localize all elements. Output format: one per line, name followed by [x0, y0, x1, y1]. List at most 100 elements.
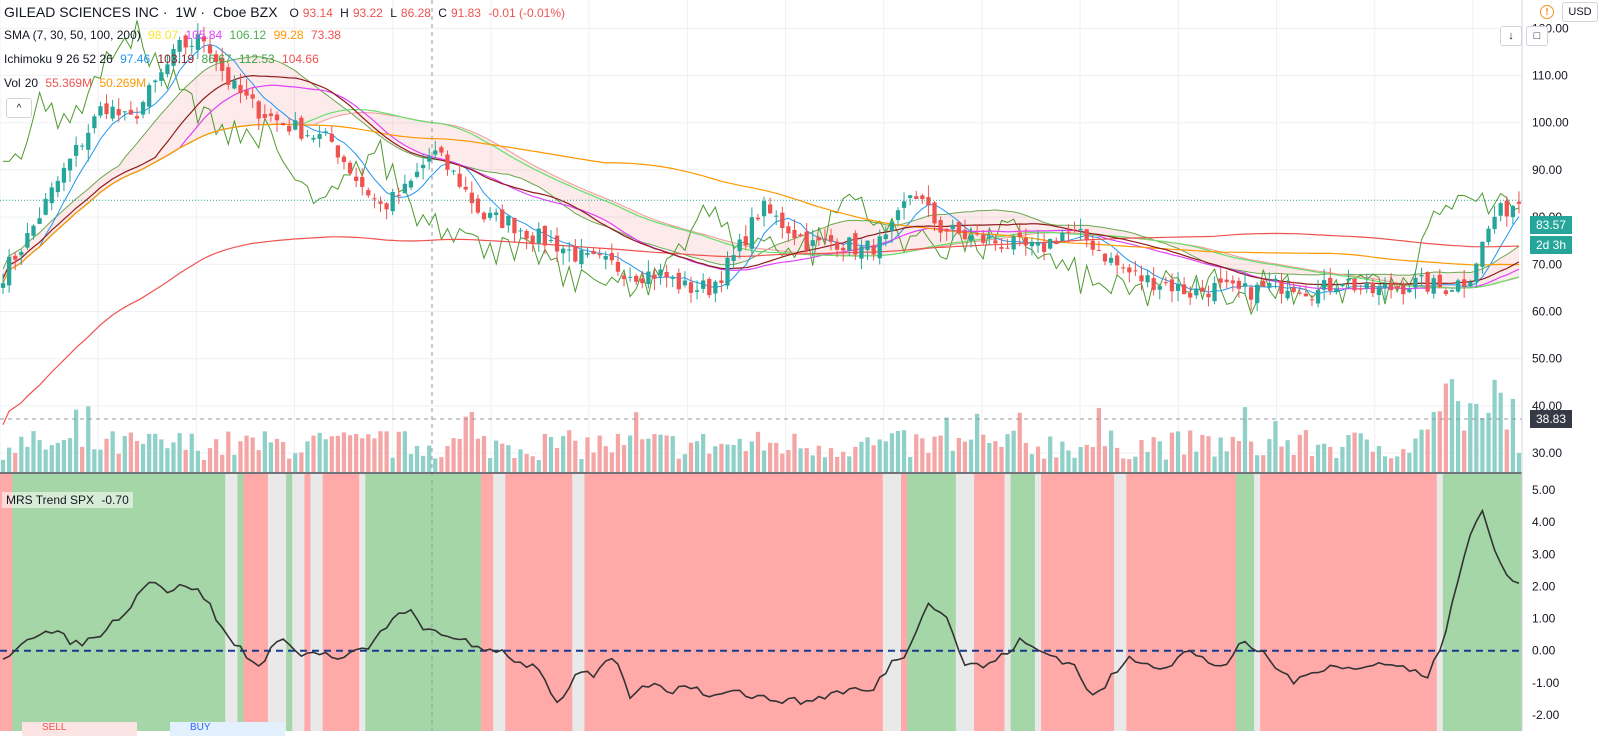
candle-body	[914, 196, 919, 200]
mrs-zone	[170, 474, 178, 731]
ichimoku-value: 86.67	[201, 52, 232, 66]
symbol-name[interactable]: GILEAD SCIENCES INC	[4, 4, 159, 20]
volume-bar	[177, 433, 182, 472]
mrs-zone	[54, 474, 62, 731]
mrs-zone	[1284, 474, 1292, 731]
ichimoku-legend[interactable]: Ichimoku 9 26 52 26 97.46 103.19 86.67 11…	[4, 52, 319, 66]
volume-bar	[542, 433, 548, 472]
mrs-zone	[468, 474, 476, 731]
mrs-legend[interactable]: MRS Trend SPX -0.70	[2, 492, 133, 508]
candle-body	[694, 290, 700, 292]
mrs-zone	[1339, 474, 1347, 731]
volume-bar	[1303, 430, 1309, 472]
download-icon[interactable]: ↓	[1500, 26, 1522, 46]
candle-body	[828, 235, 834, 242]
volume-bar	[80, 446, 85, 472]
candle-body	[427, 155, 432, 162]
candle-body	[1200, 287, 1205, 292]
volume-bar	[1115, 447, 1120, 472]
collapse-legend-button[interactable]: ^	[6, 98, 32, 118]
candle-body	[1023, 237, 1028, 246]
mrs-zone	[91, 474, 99, 731]
buy-button[interactable]: BUY	[170, 722, 285, 736]
mrs-zone	[273, 474, 281, 731]
volume-bar	[171, 442, 176, 472]
volume-bar	[707, 453, 712, 472]
candle-body	[433, 150, 438, 155]
candle-body	[938, 220, 943, 233]
mrs-zone	[1083, 474, 1091, 731]
volume-bar	[159, 439, 164, 472]
volume-bar	[13, 452, 18, 472]
warning-icon[interactable]: !	[1540, 5, 1554, 19]
volume-bar	[1011, 430, 1016, 472]
mrs-zone	[73, 474, 80, 731]
volume-bar	[0, 459, 6, 472]
volume-bar	[585, 437, 590, 472]
price-tick-label: 60.00	[1532, 305, 1562, 319]
mrs-zone	[322, 474, 330, 731]
interval-label[interactable]: 1W	[175, 4, 197, 20]
mrs-zone	[1351, 474, 1359, 731]
volume-bar	[579, 459, 584, 472]
mrs-zone	[1010, 474, 1018, 731]
candle-body	[147, 85, 152, 107]
mrs-zone	[633, 474, 640, 731]
candle-body	[494, 212, 499, 216]
mrs-zone	[1485, 474, 1493, 731]
mrs-zone	[115, 474, 123, 731]
currency-button[interactable]: USD	[1562, 2, 1598, 22]
mrs-zone	[730, 474, 738, 731]
mrs-zone	[121, 474, 129, 731]
fullscreen-icon[interactable]: □	[1526, 26, 1548, 46]
price-axis-bg	[1522, 0, 1602, 731]
volume-bar	[1121, 458, 1126, 472]
volume-bar	[1224, 451, 1229, 472]
candle-body	[755, 217, 761, 220]
volume-bar	[798, 448, 803, 472]
volume-bar	[743, 451, 748, 472]
mrs-zone	[1162, 474, 1170, 731]
sma-200-line	[2, 232, 1520, 426]
mrs-zone	[292, 474, 299, 731]
sma-value: 106.12	[229, 28, 267, 42]
sma-legend[interactable]: SMA (7, 30, 50, 100, 200) 98.07 105.84 1…	[4, 28, 345, 42]
candle-body	[1041, 243, 1047, 252]
volume-bar	[938, 435, 943, 472]
candle-body	[1431, 278, 1436, 294]
mrs-zone	[395, 474, 403, 731]
mrs-zone	[596, 474, 604, 731]
mrs-zone	[1120, 474, 1127, 731]
candle-body	[597, 253, 602, 256]
candle-body	[664, 272, 669, 278]
mrs-zone	[1327, 474, 1334, 731]
candle-body	[1334, 288, 1339, 293]
candle-body	[1102, 253, 1108, 262]
volume-bar	[804, 448, 809, 472]
mrs-zone	[12, 474, 19, 731]
volume-bar	[518, 449, 523, 472]
volume-bar	[232, 454, 237, 472]
mrs-tick-label: 2.00	[1532, 579, 1556, 593]
volume-bar	[323, 439, 328, 472]
candle-body	[408, 180, 414, 188]
candle-body	[1236, 280, 1242, 289]
mrs-zone	[249, 474, 257, 731]
sell-button[interactable]: SELL	[22, 722, 137, 736]
mrs-zone	[426, 474, 433, 731]
mrs-zone	[1479, 474, 1487, 731]
mrs-zone	[1028, 474, 1036, 731]
mrs-zone	[334, 474, 342, 731]
candle-body	[1504, 200, 1509, 217]
volume-legend[interactable]: Vol 20 55.369M 50.269M	[4, 76, 147, 90]
mrs-zone	[980, 474, 987, 731]
candle-body	[420, 164, 426, 169]
mrs-zone	[164, 474, 172, 731]
mrs-zone	[60, 474, 68, 731]
mrs-zone	[1114, 474, 1121, 731]
candle-body	[1035, 242, 1041, 246]
volume-bar	[786, 449, 791, 472]
mrs-zone	[535, 474, 543, 731]
mrs-zone	[1266, 474, 1273, 731]
